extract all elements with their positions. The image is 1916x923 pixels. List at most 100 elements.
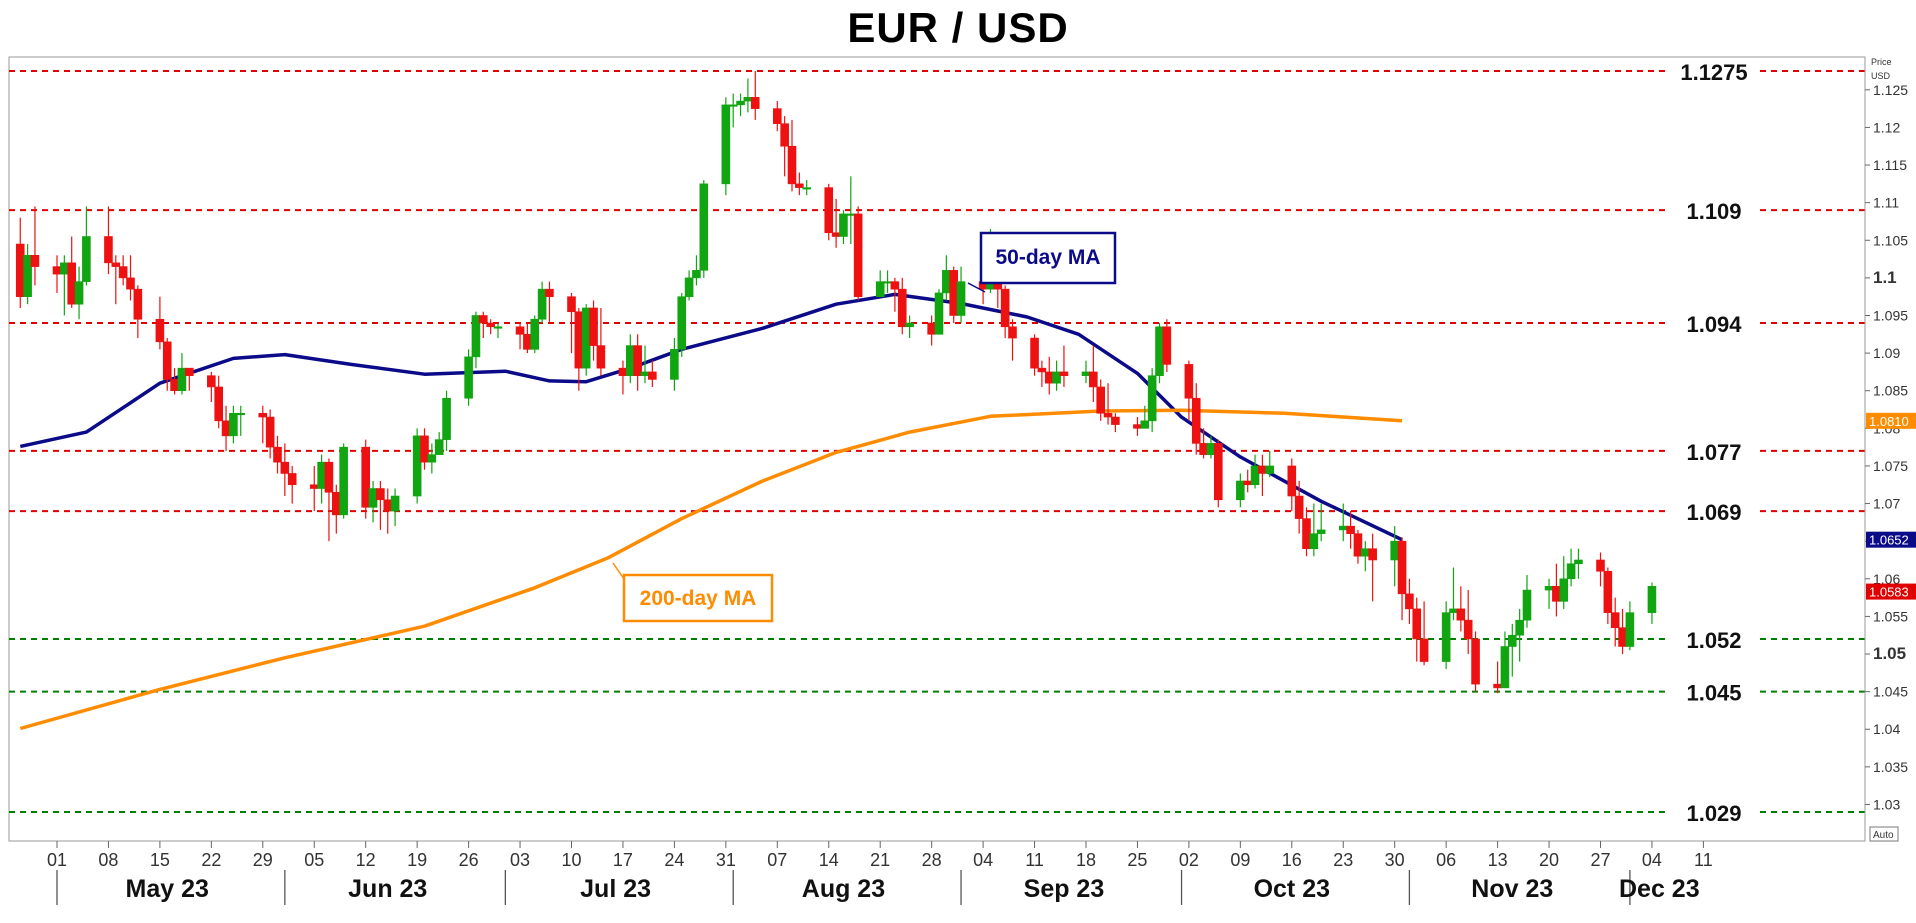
x-tick-label: 15: [150, 850, 170, 870]
x-tick-label: 16: [1282, 850, 1302, 870]
candle-down: [1397, 540, 1407, 595]
ma200-callout-pointer: [612, 562, 625, 580]
x-month-label: May 23: [126, 875, 209, 903]
x-tick-label: 11: [1025, 850, 1044, 870]
y-tick-label: 1.075: [1873, 458, 1908, 474]
candle-up: [1500, 646, 1510, 689]
price-axis-unit: USD: [1871, 71, 1891, 81]
last-price-tag: 1.0583: [1869, 585, 1909, 600]
candle-up: [339, 446, 348, 516]
candle-up: [699, 183, 709, 271]
candle-down: [589, 307, 598, 346]
candle-up: [1155, 326, 1164, 376]
candle-up: [1449, 608, 1458, 613]
candle-down: [1493, 683, 1502, 689]
candle-up: [177, 367, 187, 392]
x-tick-label: 29: [253, 850, 273, 870]
candle-down: [618, 367, 628, 376]
candle-down: [1405, 593, 1414, 610]
y-tick-label: 1.105: [1873, 232, 1908, 248]
y-tick-label: 1.11: [1873, 195, 1899, 211]
auto-label: Auto: [1873, 830, 1894, 841]
y-tick-label: 1.09: [1873, 345, 1900, 361]
x-tick-label: 06: [1436, 850, 1456, 870]
y-tick-label: 1.12: [1873, 119, 1900, 135]
x-tick-label: 25: [1127, 850, 1147, 870]
candle-up: [1515, 619, 1524, 636]
x-month-label: Jun 23: [348, 875, 427, 903]
x-tick-label: 27: [1590, 850, 1610, 870]
candle-down: [287, 473, 297, 486]
ma200-last-value-tag: 1.0810: [1869, 414, 1909, 429]
x-tick-label: 19: [407, 850, 427, 870]
candle-down: [361, 446, 371, 508]
candle-up: [1265, 465, 1275, 474]
y-tick-label: 1.07: [1873, 496, 1900, 512]
candle-down: [478, 315, 488, 324]
candle-down: [207, 375, 216, 388]
candle-up: [1647, 586, 1657, 613]
candle-down: [567, 296, 576, 313]
candle-down: [949, 270, 959, 316]
candle-down: [133, 288, 143, 320]
candle-down: [1059, 371, 1069, 376]
candle-up: [317, 461, 326, 489]
x-tick-label: 12: [356, 850, 376, 870]
x-tick-label: 28: [922, 850, 942, 870]
candle-down: [545, 288, 554, 297]
last-price-tag-bg: [1866, 583, 1916, 600]
candle-down: [1603, 570, 1613, 613]
candle-up: [846, 213, 856, 216]
candle-down: [280, 461, 290, 474]
candle-down: [1463, 619, 1473, 640]
candle-down: [1287, 465, 1297, 497]
y-tick-label: 1.1: [1873, 268, 1897, 287]
candle-down: [1368, 548, 1377, 561]
candle-down: [750, 97, 760, 109]
x-tick-label: 13: [1488, 850, 1508, 870]
candle-up: [1081, 371, 1091, 376]
candle-down: [1111, 416, 1120, 425]
candle-up: [640, 371, 650, 376]
candle-down: [376, 488, 385, 501]
candle-up: [721, 104, 731, 185]
x-tick-label: 07: [767, 850, 787, 870]
x-tick-label: 02: [1179, 850, 1199, 870]
ma50-callout-box: [979, 231, 1117, 285]
candle-down: [1346, 525, 1355, 534]
candle-down: [1353, 533, 1363, 557]
x-tick-label: 21: [870, 850, 890, 870]
level-label: 1.1275: [1680, 60, 1747, 85]
level-label: 1.077: [1686, 440, 1741, 465]
candle-down: [1162, 326, 1172, 365]
candle-up: [1544, 586, 1554, 591]
candle-down: [52, 266, 62, 275]
x-tick-label: 14: [819, 850, 839, 870]
candle-up: [82, 236, 91, 282]
candle-down: [1037, 367, 1047, 373]
x-tick-label: 22: [201, 850, 221, 870]
level-label: 1.094: [1686, 312, 1742, 337]
candle-down: [1294, 495, 1304, 519]
candle-down: [420, 435, 429, 463]
candle-down: [648, 371, 657, 380]
y-tick-label: 1.06: [1873, 571, 1900, 587]
y-tick-label: 1.04: [1873, 721, 1900, 737]
candle-down: [1214, 443, 1223, 501]
candle-down: [155, 318, 165, 343]
y-tick-label: 1.045: [1873, 684, 1908, 700]
candle-up: [390, 495, 400, 512]
candle-up: [442, 397, 451, 440]
x-tick-label: 08: [98, 850, 118, 870]
candle-down: [1044, 371, 1054, 384]
time-axis: 01 08 15 22 29 05 12 19 26 03 10 17 24 31 07 14 21 28 04 11…: [9, 840, 1865, 905]
candle-down: [1008, 326, 1017, 339]
candle-down: [1191, 397, 1201, 444]
ma50-callout-pointer: [967, 282, 986, 293]
candle-up: [692, 270, 701, 279]
candle-down: [1596, 559, 1605, 572]
x-month-label: Sep 23: [1024, 875, 1105, 903]
candle-down: [1618, 627, 1627, 647]
